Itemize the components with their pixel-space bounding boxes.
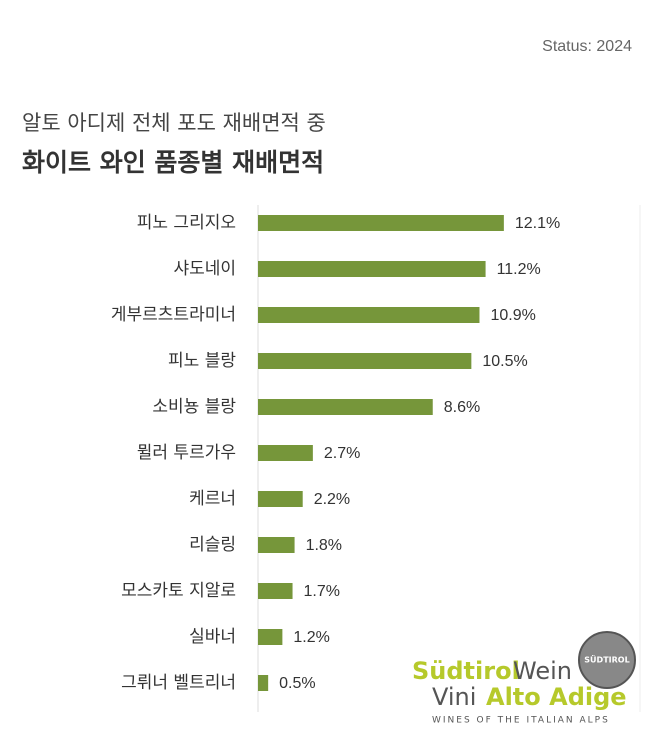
- logo-badge-text: SÜDTIROL: [584, 655, 629, 665]
- bar: [258, 491, 303, 507]
- chart-subtitle: 알토 아디제 전체 포도 재배면적 중: [22, 111, 326, 135]
- bar: [258, 261, 486, 277]
- status: Status: 2024: [542, 38, 632, 55]
- category-label: 모스카토 지알로: [121, 581, 236, 601]
- category-label: 샤도네이: [173, 259, 236, 279]
- value-label: 8.6%: [444, 399, 480, 416]
- bar: [258, 675, 269, 691]
- category-label: 소비뇽 블랑: [152, 397, 236, 417]
- value-label: 1.8%: [306, 537, 342, 554]
- bar: [258, 583, 293, 599]
- logo-word: Wein: [513, 657, 572, 685]
- value-label: 0.5%: [279, 675, 315, 692]
- category-label: 뮐러 투르가우: [137, 443, 236, 463]
- logo-badge: [578, 631, 636, 689]
- value-label: 12.1%: [515, 215, 560, 232]
- bar: [258, 399, 433, 415]
- category-label: 게부르츠트라미너: [111, 305, 236, 325]
- bar: [258, 307, 480, 323]
- category-label: 그뤼너 벨트리너: [121, 673, 236, 693]
- value-label: 11.2%: [497, 261, 541, 278]
- value-label: 10.9%: [490, 307, 535, 324]
- bar: [258, 629, 283, 645]
- logo-tagline: WINES OF THE ITALIAN ALPS: [432, 716, 610, 726]
- value-label: 2.2%: [314, 491, 350, 508]
- category-label: 리슬링: [189, 535, 236, 555]
- logo: Südtirol Wein Vini Alto Adige WINES OF T…: [412, 631, 636, 726]
- value-label: 2.7%: [324, 445, 360, 462]
- category-label: 피노 그리지오: [137, 213, 236, 233]
- category-label: 실바너: [189, 627, 236, 647]
- bar: [258, 353, 472, 369]
- category-label: 케르너: [189, 489, 236, 509]
- logo-word: Vini: [432, 683, 476, 711]
- value-label: 1.7%: [304, 583, 340, 600]
- bar: [258, 537, 295, 553]
- bar: [258, 445, 313, 461]
- category-label: 피노 블랑: [168, 351, 236, 371]
- chart-title: 화이트 와인 품종별 재배면적: [22, 148, 324, 177]
- logo-word: Südtirol: [412, 657, 520, 685]
- bar: [258, 215, 504, 231]
- value-label: 10.5%: [482, 353, 527, 370]
- value-label: 1.2%: [293, 629, 329, 646]
